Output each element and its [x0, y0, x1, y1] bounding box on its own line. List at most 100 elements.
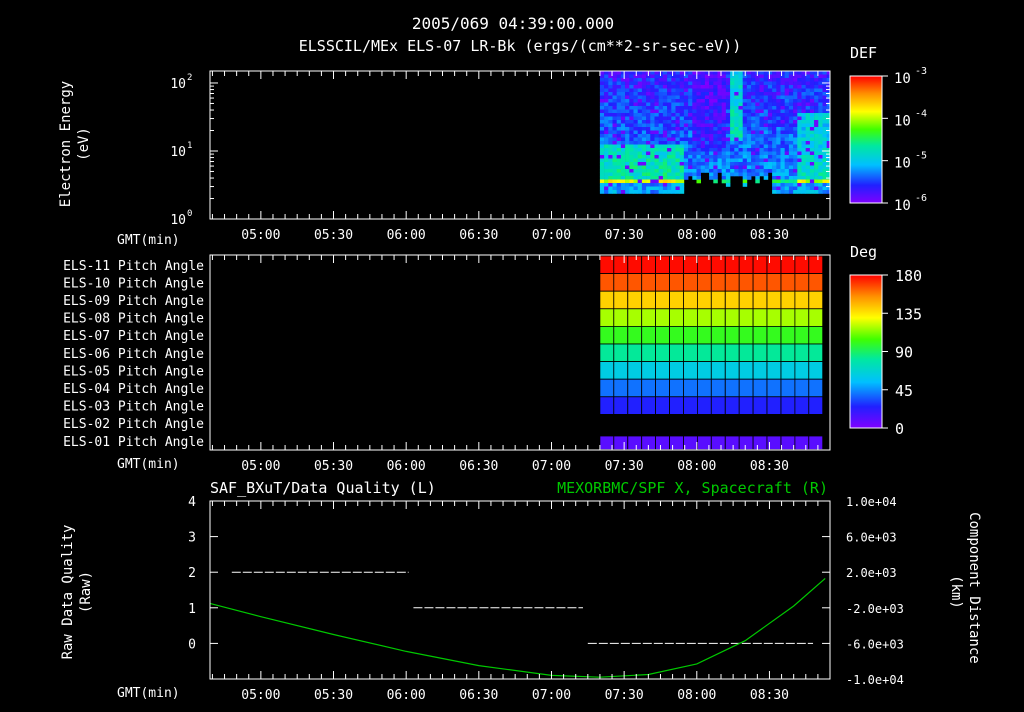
spectrogram-cell — [692, 99, 697, 103]
spectrogram-cell — [751, 155, 756, 159]
pitch-angle-cell — [724, 343, 740, 363]
spectrogram-cell — [717, 155, 722, 159]
spectrogram-cell — [671, 151, 676, 156]
spectrogram-cell — [797, 176, 802, 180]
spectrogram-cell — [717, 92, 722, 96]
pitch-angle-cell — [724, 378, 740, 398]
pitch-angle-cell — [710, 290, 726, 310]
spectrogram-cell — [772, 99, 777, 103]
pitch-angle-cell — [752, 396, 768, 415]
spectrogram-cell — [599, 137, 605, 142]
spectrogram-cell — [641, 85, 647, 89]
spectrogram-cell — [755, 144, 760, 149]
x-tick-label: 08:00 — [677, 688, 716, 703]
spectrogram-cell — [658, 165, 664, 170]
spectrogram-cell — [721, 78, 727, 82]
spectrogram-cell — [696, 106, 701, 110]
spectrogram-cell — [763, 74, 769, 79]
spectrogram-cell — [675, 176, 680, 180]
spectrogram-cell — [637, 113, 643, 117]
spectrogram-cell — [641, 88, 647, 93]
spectrogram-cell — [734, 123, 739, 128]
spectrogram-cell — [650, 179, 655, 184]
spectrogram-cell — [763, 141, 769, 145]
spectrogram-cell — [629, 158, 634, 163]
spectrogram-cell — [772, 151, 777, 156]
pitch-angle-cell — [808, 378, 824, 398]
spectrogram-cell — [604, 85, 609, 89]
spectrogram-cell — [755, 137, 760, 142]
spectrogram-cell — [784, 144, 790, 149]
spectrogram-cell — [725, 95, 731, 100]
spectrogram-cell — [671, 183, 676, 187]
pitch-angle-cell — [697, 378, 712, 398]
spectrogram-cell — [818, 74, 823, 79]
spectrogram-cell — [692, 127, 697, 131]
spectrogram-cell — [738, 116, 743, 121]
spectrogram-cell — [658, 172, 664, 177]
spectrogram-cell — [805, 190, 811, 194]
spectrogram-cell — [604, 127, 609, 131]
spectrogram-cell — [818, 102, 823, 107]
spectrogram-cell — [713, 88, 718, 93]
y-tick-exponent: 2 — [187, 73, 192, 83]
spectrogram-cell — [688, 155, 693, 159]
spectrogram-cell — [637, 130, 643, 135]
spectrogram-cell — [767, 120, 773, 124]
spectrogram-cell — [797, 172, 802, 177]
spectrogram-cell — [625, 141, 630, 145]
spectrogram-cell — [793, 162, 798, 166]
spectrogram-cell — [654, 144, 659, 149]
spectrogram-cell — [612, 165, 617, 170]
spectrogram-cell — [751, 134, 756, 138]
pitch-angle-cell — [683, 396, 698, 415]
spectrogram-cell — [814, 120, 819, 124]
spectrogram-cell — [751, 81, 756, 86]
spectrogram-cell — [797, 165, 802, 170]
spectrogram-cell — [612, 78, 617, 82]
spectrogram-cell — [818, 183, 823, 187]
spectrogram-cell — [620, 172, 626, 177]
spectrogram-cell — [763, 81, 769, 86]
spectrogram-cell — [679, 137, 685, 142]
pitch-angle-cell — [655, 290, 670, 310]
spectrogram-cell — [616, 148, 622, 152]
spectrogram-cell — [688, 137, 693, 142]
spectrogram-cell — [620, 88, 626, 93]
spectrogram-cell — [763, 99, 769, 103]
spectrogram-cell — [646, 123, 651, 128]
spectrogram-cell — [746, 120, 752, 124]
spectrogram-cell — [658, 92, 664, 96]
spectrogram-cell — [746, 99, 752, 103]
spectrogram-cell — [700, 88, 706, 93]
spectrogram-cell — [713, 71, 718, 75]
spectrogram-cell — [637, 99, 643, 103]
spectrogram-cell — [704, 88, 710, 93]
spectrogram-cell — [696, 165, 701, 170]
spectrogram-cell — [612, 176, 617, 180]
spectrogram-cell — [709, 106, 714, 110]
spectrogram-cell — [725, 92, 731, 96]
spectrogram-cell — [713, 92, 718, 96]
spectrogram-cell — [604, 176, 609, 180]
spectrogram-cell — [599, 95, 605, 100]
spectrogram-cell — [671, 169, 676, 173]
spectrogram-cell — [751, 123, 756, 128]
spectrogram-cell — [683, 99, 689, 103]
spectrogram-cell — [612, 102, 617, 107]
spectrogram-cell — [667, 158, 672, 163]
pitch-angle-cell — [697, 343, 712, 363]
spectrogram-cell — [620, 102, 626, 107]
pitch-angle-cell — [599, 273, 615, 292]
spectrogram-cell — [725, 127, 731, 131]
spectrogram-cell — [818, 158, 823, 163]
spectrogram-cell — [633, 144, 638, 149]
pitch-angle-cell — [794, 308, 810, 327]
pitch-angle-cell — [697, 361, 712, 380]
spectrogram-cell — [604, 179, 609, 184]
spectrogram-cell — [675, 134, 680, 138]
spectrogram-cell — [608, 165, 613, 170]
pitch-angle-cell — [808, 255, 824, 275]
spectrogram-cell — [688, 172, 693, 177]
spectrogram-cell — [700, 78, 706, 82]
